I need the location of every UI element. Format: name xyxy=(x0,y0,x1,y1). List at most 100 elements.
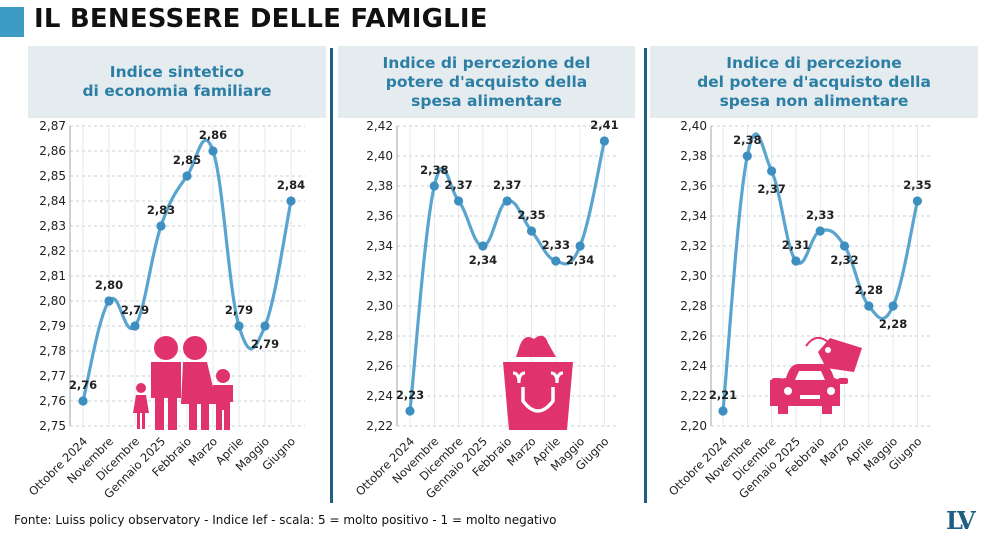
y-tick-label: 2,75 xyxy=(39,419,66,433)
y-tick-label: 2,26 xyxy=(366,359,393,373)
chart-3-header: Indice di percezione del potere d'acquis… xyxy=(650,46,978,118)
data-label: 2,84 xyxy=(277,178,305,192)
data-label: 2,76 xyxy=(69,378,97,392)
source-note: Fonte: Luiss policy observatory - Indice… xyxy=(14,513,557,527)
data-label: 2,21 xyxy=(709,388,737,402)
data-point xyxy=(454,196,464,206)
data-label: 2,37 xyxy=(444,178,472,192)
chart-2-header: Indice di percezione del potere d'acquis… xyxy=(338,46,635,118)
data-label: 2,38 xyxy=(733,133,761,147)
data-point xyxy=(864,301,874,311)
series-line xyxy=(81,138,293,403)
data-point xyxy=(78,396,88,406)
y-tick-label: 2,28 xyxy=(366,329,393,343)
y-tick-label: 2,76 xyxy=(39,394,66,408)
data-point xyxy=(912,196,923,206)
data-label: 2,86 xyxy=(199,128,227,142)
y-tick-label: 2,20 xyxy=(680,419,707,433)
data-label: 2,33 xyxy=(806,208,834,222)
data-label: 2,32 xyxy=(830,253,858,267)
data-label: 2,79 xyxy=(251,337,279,351)
data-point xyxy=(156,221,166,231)
y-tick-label: 2,38 xyxy=(366,179,393,193)
data-point xyxy=(526,226,537,236)
y-tick-label: 2,24 xyxy=(680,359,707,373)
y-tick-label: 2,83 xyxy=(39,219,66,233)
data-point xyxy=(502,196,512,206)
y-tick-label: 2,30 xyxy=(680,269,707,283)
y-tick-label: 2,30 xyxy=(366,299,393,313)
data-point xyxy=(130,321,140,331)
title-accent-square xyxy=(0,7,24,37)
y-tick-label: 2,79 xyxy=(39,319,66,333)
data-label: 2,28 xyxy=(879,317,907,331)
data-point xyxy=(429,181,439,191)
data-point xyxy=(104,296,114,306)
panel-divider xyxy=(644,48,647,503)
y-tick-label: 2,81 xyxy=(39,269,66,283)
data-point xyxy=(815,226,825,236)
y-tick-label: 2,82 xyxy=(39,244,66,258)
data-point xyxy=(742,151,752,161)
data-point xyxy=(478,241,488,251)
y-tick-label: 2,32 xyxy=(680,239,707,253)
y-tick-label: 2,24 xyxy=(366,389,393,403)
y-tick-label: 2,36 xyxy=(680,179,707,193)
page-title: IL BENESSERE DELLE FAMIGLIE xyxy=(34,4,488,34)
y-tick-label: 2,38 xyxy=(680,149,707,163)
series-line xyxy=(408,139,606,413)
data-point xyxy=(791,256,801,266)
y-tick-label: 2,78 xyxy=(39,344,66,358)
data-point xyxy=(575,241,585,251)
y-tick-label: 2,80 xyxy=(39,294,66,308)
data-point xyxy=(839,241,850,251)
data-label: 2,31 xyxy=(782,238,810,252)
y-tick-label: 2,86 xyxy=(39,144,66,158)
chart-1-header: Indice sintetico di economia familiare xyxy=(28,46,326,118)
chart-1-title: Indice sintetico di economia familiare xyxy=(82,63,272,100)
y-tick-label: 2,87 xyxy=(39,119,66,133)
data-label: 2,35 xyxy=(903,178,931,192)
series-line xyxy=(721,132,919,413)
data-label: 2,38 xyxy=(420,163,448,177)
y-tick-label: 2,34 xyxy=(680,209,707,223)
data-point xyxy=(405,406,415,416)
data-label: 2,85 xyxy=(173,153,201,167)
data-point xyxy=(208,146,218,156)
y-tick-label: 2,40 xyxy=(680,119,707,133)
data-label: 2,23 xyxy=(396,388,424,402)
data-point xyxy=(260,321,270,331)
y-tick-label: 2,84 xyxy=(39,194,66,208)
data-point xyxy=(599,136,610,146)
y-tick-label: 2,22 xyxy=(680,389,707,403)
y-tick-label: 2,77 xyxy=(39,369,66,383)
data-point xyxy=(767,166,777,176)
car-price-tag-icon xyxy=(770,336,862,414)
y-tick-label: 2,28 xyxy=(680,299,707,313)
data-label: 2,34 xyxy=(469,253,497,267)
data-label: 2,37 xyxy=(757,182,785,196)
x-tick-label: Marzo xyxy=(186,434,220,468)
data-point xyxy=(718,406,728,416)
data-label: 2,41 xyxy=(590,118,618,132)
data-label: 2,33 xyxy=(542,238,570,252)
data-point xyxy=(234,321,244,331)
chart-2-title: Indice di percezione del potere d'acquis… xyxy=(382,53,591,110)
data-point xyxy=(888,301,898,311)
y-tick-label: 2,85 xyxy=(39,169,66,183)
data-point xyxy=(286,196,296,206)
data-label: 2,79 xyxy=(225,303,253,317)
data-label: 2,83 xyxy=(147,203,175,217)
y-tick-label: 2,42 xyxy=(366,119,393,133)
chart-2-plot: 2,22 2,24 2,26 2,28 2,30 2,32 2,34 2,36 2,38 2,40… xyxy=(353,118,619,501)
data-label: 2,34 xyxy=(566,253,594,267)
y-tick-label: 2,22 xyxy=(366,419,393,433)
data-label: 2,80 xyxy=(95,278,123,292)
panel-divider xyxy=(330,48,333,503)
y-tick-label: 2,36 xyxy=(366,209,393,223)
publisher-logo: LV xyxy=(946,506,976,535)
chart-3-title: Indice di percezione del potere d'acquis… xyxy=(697,53,931,110)
y-tick-label: 2,34 xyxy=(366,239,393,253)
data-label: 2,79 xyxy=(121,303,149,317)
